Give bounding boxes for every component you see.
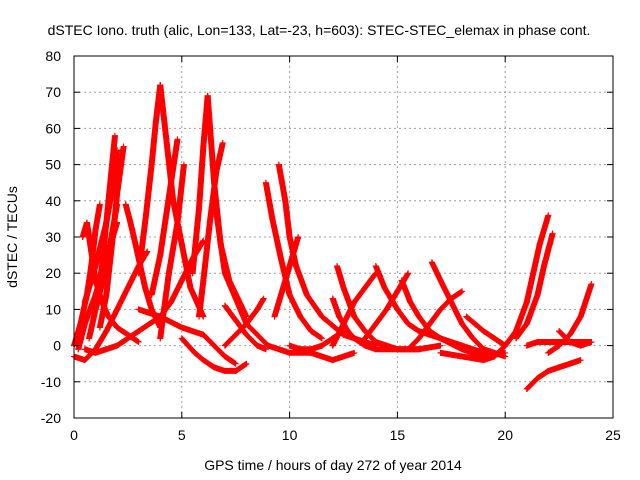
series-markers (463, 313, 508, 349)
series-markers (148, 137, 181, 298)
data-series-arc-09 (81, 313, 239, 367)
series-markers (437, 343, 508, 364)
y-tick-label: 70 (45, 84, 61, 100)
data-series-arc-16 (178, 335, 250, 374)
series-group (71, 81, 595, 393)
data-series-arc-17 (189, 92, 211, 277)
data-series-arc-34 (405, 288, 466, 353)
series-markers (329, 270, 379, 349)
data-series-arc-28 (334, 262, 444, 353)
x-axis-label: GPS time / hours of day 272 of year 2014 (204, 457, 462, 473)
series-markers (178, 335, 249, 374)
y-tick-label: 0 (53, 338, 61, 354)
series-markers (211, 194, 357, 364)
y-tick-label: 10 (45, 301, 61, 317)
series-markers (523, 357, 583, 392)
data-series-arc-20 (211, 194, 358, 364)
data-series-arc-19 (196, 139, 226, 320)
series-markers (405, 288, 465, 353)
y-axis-label: dSTEC / TECUs (4, 186, 20, 288)
data-series-arc-07 (92, 132, 118, 313)
series-markers (221, 296, 267, 349)
data-series-arc-38 (512, 230, 556, 342)
series-markers (135, 82, 164, 277)
y-tick-label: 50 (45, 157, 61, 173)
y-tick-label: 40 (45, 193, 61, 209)
y-tick-label: -20 (41, 410, 61, 426)
x-tick-label: 10 (282, 427, 298, 443)
series-markers (502, 213, 552, 349)
data-series-arc-39 (523, 357, 584, 393)
y-tick-label: 20 (45, 265, 61, 281)
data-series-arc-29 (329, 270, 379, 349)
data-series-arc-33 (428, 259, 509, 360)
series-markers (513, 231, 556, 342)
data-series-arc-37 (502, 212, 552, 349)
y-tick-label: 60 (45, 120, 61, 136)
data-series-arc-21 (221, 295, 267, 349)
series-markers (271, 234, 301, 320)
series-markers (96, 144, 127, 331)
series-markers (189, 93, 211, 277)
y-tick-label: -10 (41, 374, 61, 390)
x-tick-label: 15 (390, 427, 406, 443)
x-tick-label: 0 (70, 427, 78, 443)
y-tick-label: 80 (45, 48, 61, 64)
data-series-arc-42 (556, 328, 595, 349)
series-markers (92, 133, 118, 313)
data-series-arc-41 (545, 281, 595, 356)
series-markers (545, 281, 595, 356)
data-series-arc-22 (221, 302, 269, 353)
x-tick-label: 5 (178, 427, 186, 443)
x-tick-label: 20 (497, 427, 513, 443)
x-tick-label: 25 (605, 427, 621, 443)
y-tick-label: 30 (45, 229, 61, 245)
series-markers (157, 162, 187, 342)
chart-title: dSTEC Iono. truth (alic, Lon=133, Lat=-2… (48, 22, 591, 38)
data-series-arc-08 (96, 143, 127, 331)
data-series-arc-14 (157, 161, 187, 342)
series-markers (556, 328, 594, 349)
series-markers (221, 302, 269, 352)
data-series-arc-11 (135, 81, 164, 277)
series-markers (81, 313, 238, 367)
data-series-arc-13 (148, 136, 181, 298)
ticks-group: 0 5 10 15 20 25 -20 -10 0 10 20 30 40 50 60 70 80 (41, 48, 621, 443)
data-series-arc-25 (271, 234, 302, 320)
